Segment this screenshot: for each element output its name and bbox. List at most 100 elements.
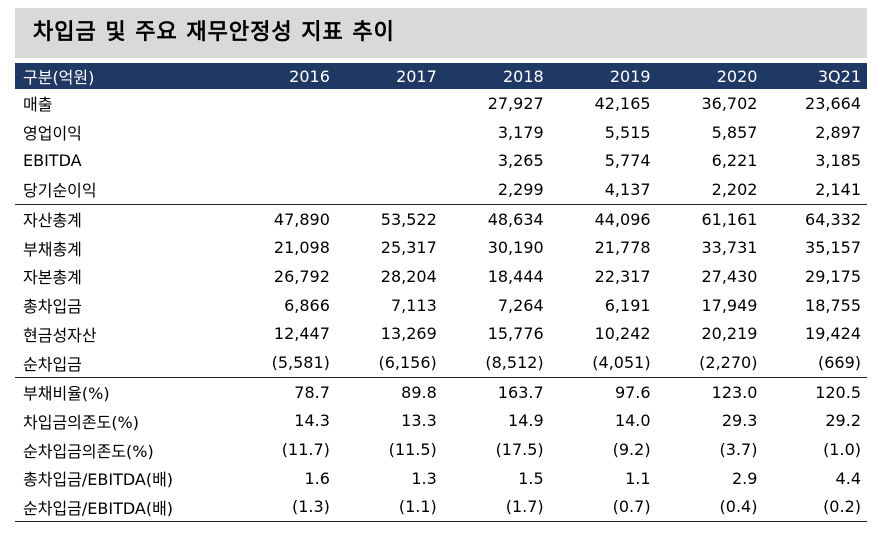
cell: (8,512) [442, 348, 550, 378]
cell: 3,265 [497, 151, 544, 171]
table-row: 자산총계 47,890 53,522 48,634 44,096 61,161 64,332 [15, 204, 867, 233]
cell: 35,157 [805, 238, 861, 258]
cell: 7,113 [390, 295, 437, 315]
row-label: 차입금의존도(%) [23, 412, 140, 432]
cell: 20,219 [701, 324, 758, 344]
header-cell: 2017 [335, 63, 443, 89]
cell: 53,522 [380, 209, 437, 229]
cell: 2.9 [732, 468, 758, 488]
table-row: 순차입금 (5,581) (6,156) (8,512) (4,051) (2,270)(… [15, 348, 867, 378]
cell: (1.1) [335, 492, 443, 523]
title-bar: 차입금 및 주요 재무안정성 지표 추이 [15, 8, 867, 58]
cell: 2,299 [442, 175, 550, 205]
cell: 2,141 [763, 175, 867, 205]
cell: 97.6 [614, 382, 651, 402]
cell: (1.0) [823, 440, 861, 460]
row-label: 순차입금 [15, 348, 229, 378]
row-label: 현금성자산 [23, 325, 97, 345]
empty-cell [229, 175, 336, 205]
cell: 1.3 [411, 468, 437, 488]
cell: 18,444 [487, 266, 544, 286]
header-cell: 2018 [442, 63, 550, 89]
table-row: 매출 27,927 42,165 36,702 23,664 [15, 89, 867, 118]
cell: 7,264 [497, 295, 544, 315]
cell: 78.7 [294, 382, 330, 402]
table-row: 총차입금/EBITDA(배) 1.6 1.3 1.5 1.1 2.9 4.4 [15, 464, 867, 493]
header-cell: 3Q21 [763, 63, 867, 89]
table-row: 순차입금/EBITDA(배) (1.3) (1.1) (1.7) (0.7) (0.4)(… [15, 492, 867, 523]
empty-cell [336, 118, 443, 147]
row-label: 부채비율(%) [23, 384, 110, 404]
cell: (11.7) [281, 440, 330, 460]
table-row: 자본총계 26,792 28,204 18,444 22,317 27,430 29,175 [15, 262, 867, 291]
empty-cell [229, 146, 336, 175]
cell: (11.5) [388, 440, 437, 460]
cell: 13.3 [401, 411, 437, 431]
cell: (1.3) [229, 492, 336, 523]
row-label: 총차입금 [23, 297, 82, 317]
row-label: 순차입금의존도(%) [23, 441, 154, 461]
empty-cell [336, 146, 443, 175]
cell: 33,731 [701, 238, 758, 258]
cell: 29,175 [805, 266, 861, 286]
cell: (0.4) [656, 492, 764, 523]
cell: 5,774 [604, 151, 651, 171]
cell: 14.9 [508, 411, 544, 431]
cell: 21,778 [594, 238, 651, 258]
cell: 4,137 [549, 175, 657, 205]
table-row: 부채비율(%) 78.7 89.8 163.7 97.6 123.0 120.5 [15, 377, 867, 406]
cell: 120.5 [815, 382, 861, 402]
table-row: 총차입금 6,866 7,113 7,264 6,191 17,949 18,755 [15, 291, 867, 320]
cell: 19,424 [805, 324, 861, 344]
cell: 10,242 [594, 324, 651, 344]
cell: 5,515 [604, 122, 651, 142]
data-table: 구분(억원) 2016 2017 2018 2019 2020 3Q21 매출 27,927 4… [15, 63, 867, 523]
cell: 3,185 [815, 151, 861, 171]
row-label: EBITDA [23, 151, 82, 171]
table-row: 영업이익 3,179 5,515 5,857 2,897 [15, 118, 867, 147]
table-row: EBITDA 3,265 5,774 6,221 3,185 [15, 146, 867, 175]
cell: 15,776 [487, 324, 544, 344]
cell: (4,051) [549, 348, 657, 378]
cell: (17.5) [495, 440, 544, 460]
row-label: 총차입금/EBITDA(배) [23, 470, 174, 490]
cell: (6,156) [335, 348, 443, 378]
cell: 17,949 [701, 295, 758, 315]
cell: 123.0 [711, 382, 758, 402]
title: 차입금 및 주요 재무안정성 지표 추이 [33, 20, 395, 45]
cell: 14.0 [614, 411, 651, 431]
cell: 27,430 [701, 266, 758, 286]
cell: 22,317 [594, 266, 651, 286]
empty-cell [229, 118, 336, 147]
table-row: 순차입금의존도(%) (11.7) (11.5) (17.5) (9.2) (3.7) (1… [15, 435, 867, 464]
cell: 64,332 [805, 209, 861, 229]
cell: 3,179 [497, 122, 544, 142]
cell: 61,161 [701, 209, 758, 229]
cell: 21,098 [273, 238, 330, 258]
row-label: 자산총계 [23, 211, 82, 231]
table-row: 차입금의존도(%) 14.3 13.3 14.9 14.0 29.3 29.2 [15, 407, 867, 436]
cell: 44,096 [594, 209, 651, 229]
cell: 27,927 [487, 93, 544, 113]
cell: (1.7) [442, 492, 550, 523]
row-label: 매출 [23, 95, 53, 115]
empty-cell [229, 89, 336, 118]
cell: 6,866 [284, 295, 330, 315]
cell: 47,890 [273, 209, 330, 229]
cell: 1.6 [304, 468, 330, 488]
header-cell: 2016 [229, 63, 336, 89]
cell: 30,190 [487, 238, 544, 258]
cell: 1.1 [625, 468, 651, 488]
row-label: 당기순이익 [15, 175, 229, 205]
cell: 29.3 [721, 411, 758, 431]
cell: 42,165 [594, 93, 651, 113]
cell: 25,317 [380, 238, 437, 258]
empty-cell [335, 175, 443, 205]
cell: (3.7) [719, 440, 758, 460]
empty-cell [336, 89, 443, 118]
cell: 48,634 [487, 209, 544, 229]
cell: 13,269 [380, 324, 437, 344]
cell: 28,204 [380, 266, 437, 286]
cell: 6,191 [604, 295, 651, 315]
